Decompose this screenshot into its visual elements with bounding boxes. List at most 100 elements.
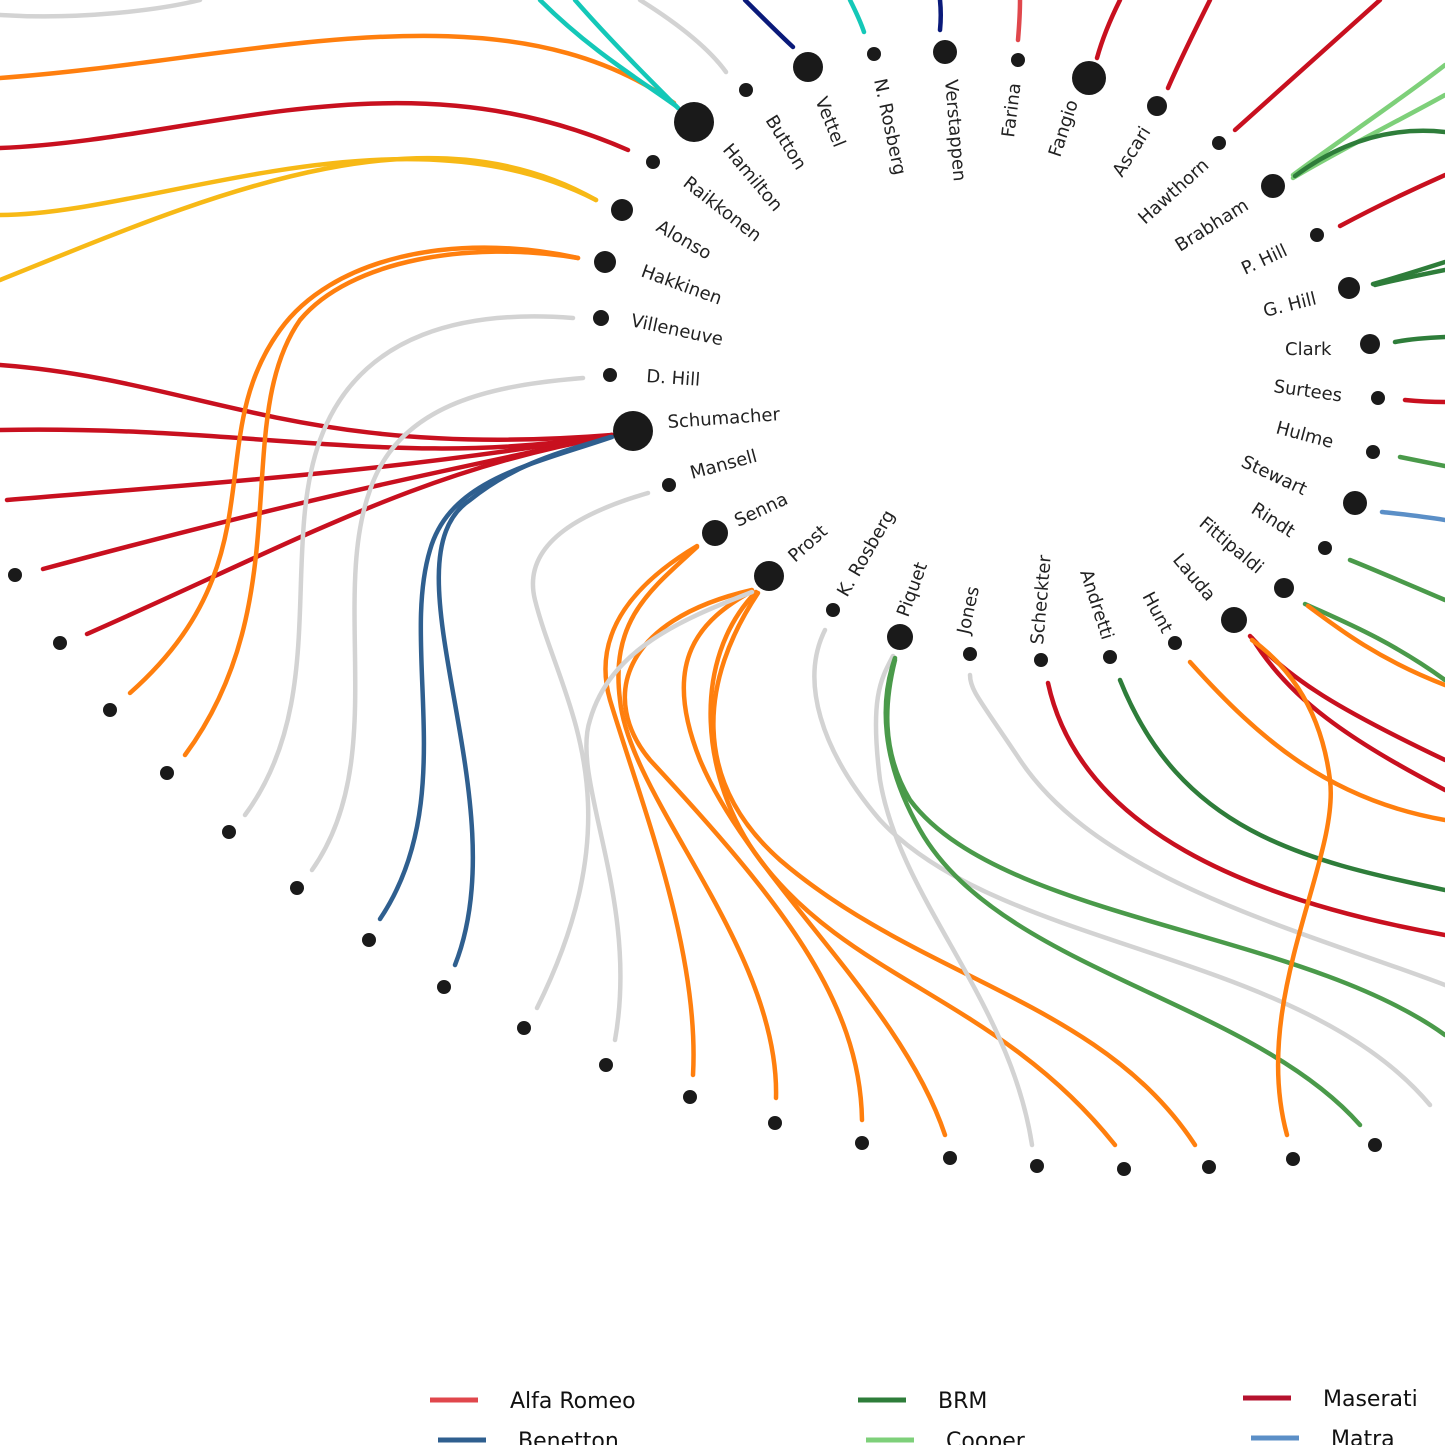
team-curve xyxy=(0,156,599,218)
team-curve xyxy=(1397,454,1445,469)
driver-node-piquet[interactable] xyxy=(887,624,913,650)
legend-item: Benetton xyxy=(438,1429,619,1445)
team-curve xyxy=(1187,659,1445,823)
driver-node-prost[interactable] xyxy=(754,561,784,591)
team-curve xyxy=(377,434,615,922)
driver-node-senna[interactable] xyxy=(702,520,728,546)
driver-node-stewart[interactable] xyxy=(1343,491,1367,515)
driver-label-verstappen: Verstappen xyxy=(940,79,970,183)
driver-label-jones: Jones xyxy=(953,585,984,637)
team-curve xyxy=(84,433,615,637)
legend-item: Maserati xyxy=(1243,1387,1418,1412)
driver-node-fangio[interactable] xyxy=(1072,61,1106,95)
driver-label-stewart: Stewart xyxy=(1238,451,1310,500)
legend-label: Cooper xyxy=(946,1429,1026,1445)
team-curve xyxy=(127,245,581,696)
legend-item: Cooper xyxy=(866,1429,1026,1445)
season-dot xyxy=(53,636,67,650)
driver-label-brabham: Brabham xyxy=(1172,195,1253,256)
driver-node-krosberg[interactable] xyxy=(826,603,840,617)
team-curve xyxy=(572,0,681,111)
driver-node-andretti[interactable] xyxy=(1103,650,1117,664)
driver-node-nrosberg[interactable] xyxy=(867,47,881,61)
driver-label-schumacher: Schumacher xyxy=(667,404,781,433)
driver-label-krosberg: K. Rosberg xyxy=(833,507,899,601)
team-curve xyxy=(1045,680,1445,938)
driver-label-prost: Prost xyxy=(784,521,831,567)
driver-label-piquet: Piquet xyxy=(893,559,932,619)
team-connection-curves xyxy=(0,0,1445,1148)
driver-node-alonso[interactable] xyxy=(611,199,633,221)
team-curve xyxy=(1392,334,1445,345)
team-curve xyxy=(1290,62,1445,178)
driver-label-surtees: Surtees xyxy=(1272,376,1343,406)
team-curve xyxy=(937,0,943,33)
season-dot xyxy=(437,980,451,994)
driver-label-hunt: Hunt xyxy=(1138,588,1177,636)
driver-label-button: Button xyxy=(761,112,811,174)
driver-node-villeneuve[interactable] xyxy=(593,310,609,326)
season-dots xyxy=(8,568,1382,1176)
driver-node-rindt[interactable] xyxy=(1318,541,1332,555)
driver-label-farina: Farina xyxy=(998,82,1025,139)
season-dot xyxy=(222,825,236,839)
driver-node-scheckter[interactable] xyxy=(1034,653,1048,667)
team-curve xyxy=(242,314,576,818)
driver-node-fittipaldi[interactable] xyxy=(1274,578,1294,598)
team-curve xyxy=(0,155,599,283)
driver-node-button[interactable] xyxy=(739,83,753,97)
driver-node-vettel[interactable] xyxy=(793,52,823,82)
driver-node-verstappen[interactable] xyxy=(933,40,957,64)
driver-node-ghill[interactable] xyxy=(1338,277,1360,299)
driver-label-andretti: Andretti xyxy=(1075,567,1117,642)
driver-node-farina[interactable] xyxy=(1011,53,1025,67)
team-curve xyxy=(883,655,1363,1128)
season-dot xyxy=(768,1116,782,1130)
driver-node-clark[interactable] xyxy=(1360,334,1380,354)
driver-label-ghill: G. Hill xyxy=(1261,288,1318,321)
driver-label-phill: P. Hill xyxy=(1238,240,1290,279)
team-curve xyxy=(637,0,729,75)
driver-node-mansell[interactable] xyxy=(662,478,676,492)
team-curve xyxy=(1347,557,1445,603)
driver-node-brabham[interactable] xyxy=(1261,174,1285,198)
legend-label: Alfa Romeo xyxy=(510,1389,636,1414)
driver-label-hawthorn: Hawthorn xyxy=(1134,155,1213,229)
driver-label-hakkinen: Hakkinen xyxy=(638,261,724,310)
team-curve xyxy=(436,434,613,968)
season-dot xyxy=(362,933,376,947)
team-curve xyxy=(708,589,1118,1148)
season-dot xyxy=(160,766,174,780)
team-curve xyxy=(742,0,796,50)
team-curve xyxy=(1337,172,1445,229)
driver-node-ascari[interactable] xyxy=(1147,96,1167,116)
driver-node-lauda[interactable] xyxy=(1221,607,1247,633)
driver-node-schumacher[interactable] xyxy=(613,411,653,451)
season-dot xyxy=(943,1151,957,1165)
driver-node-hunt[interactable] xyxy=(1168,636,1182,650)
driver-label-vettel: Vettel xyxy=(810,94,849,150)
team-curve xyxy=(1094,0,1123,61)
legend-item: BRM xyxy=(858,1389,987,1414)
team-curve xyxy=(1015,0,1023,43)
team-curve xyxy=(530,490,651,1011)
team-curve xyxy=(885,657,1445,1038)
driver-node-dhill[interactable] xyxy=(603,368,617,382)
team-curve xyxy=(0,100,631,153)
team-legend: Alfa Romeo BRM Maserati Benetton Cooper Matra xyxy=(430,1387,1418,1445)
driver-node-jones[interactable] xyxy=(963,647,977,661)
driver-label-villeneuve: Villeneuve xyxy=(629,310,725,350)
team-curve xyxy=(1305,603,1445,688)
driver-node-hamilton[interactable] xyxy=(674,102,714,142)
season-dot xyxy=(1117,1162,1131,1176)
driver-node-raikkonen[interactable] xyxy=(646,155,660,169)
team-curve xyxy=(711,590,1198,1148)
driver-node-hakkinen[interactable] xyxy=(594,251,616,273)
driver-node-hulme[interactable] xyxy=(1366,445,1380,459)
driver-node-surtees[interactable] xyxy=(1371,391,1385,405)
driver-node-phill[interactable] xyxy=(1310,228,1324,242)
season-dot xyxy=(599,1058,613,1072)
team-curve xyxy=(681,588,948,1138)
driver-node-hawthorn[interactable] xyxy=(1212,136,1226,150)
team-curve xyxy=(1372,267,1445,288)
